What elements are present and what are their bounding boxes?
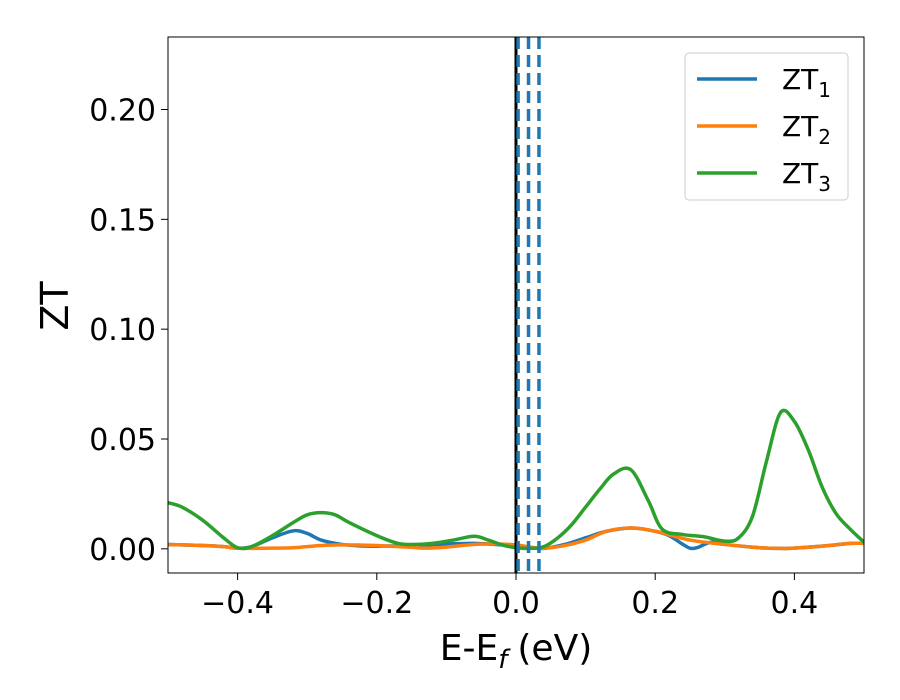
x-tick-label: 0.0 [492,586,540,621]
x-tick-label: −0.4 [201,586,274,621]
plot-area [168,37,864,573]
legend: ZT1 ZT2 ZT3 [684,52,849,201]
y-tick-label: 0.05 [89,423,156,458]
x-axis: −0.4 −0.2 0.0 0.2 0.4 [201,573,818,621]
y-tick-label: 0.20 [89,93,156,128]
legend-label-1: ZT1 [782,63,831,102]
x-tick-label: −0.2 [340,586,413,621]
x-tick-label: 0.2 [631,586,679,621]
y-axis: 0.00 0.05 0.10 0.15 0.20 [89,93,168,568]
legend-label-2: ZT2 [782,110,831,149]
y-axis-label: ZT [33,281,77,331]
series-line-3 [168,408,864,551]
x-tick-label: 0.4 [771,586,819,621]
legend-box [684,52,849,201]
y-tick-label: 0.15 [89,203,156,238]
y-tick-label: 0.10 [89,313,156,348]
y-tick-label: 0.00 [89,533,156,568]
x-axis-label: E-Ef (eV) [440,628,593,675]
legend-label-3: ZT3 [782,157,831,196]
